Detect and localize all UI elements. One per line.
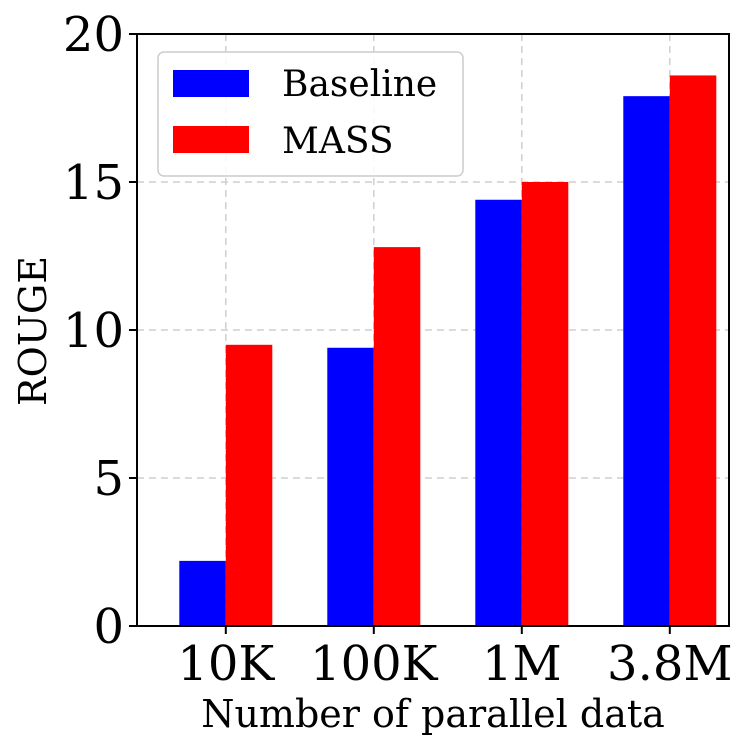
bar-mass-100k bbox=[373, 247, 421, 626]
bar-layer bbox=[179, 75, 717, 626]
legend-swatch-baseline bbox=[173, 70, 249, 97]
x-tick-label: 3.8M bbox=[607, 636, 732, 692]
bar-baseline-100k bbox=[327, 347, 374, 626]
y-tick-label: 20 bbox=[63, 7, 124, 63]
bar-mass-1m bbox=[521, 182, 569, 626]
x-tick-label: 10K bbox=[177, 636, 275, 692]
legend-swatch-mass bbox=[173, 126, 249, 153]
y-tick-label: 0 bbox=[93, 599, 124, 655]
x-tick-label: 100K bbox=[310, 636, 439, 692]
legend: Baseline MASS bbox=[157, 51, 464, 177]
bar-baseline-10k bbox=[179, 560, 226, 626]
legend-label-baseline: Baseline bbox=[282, 64, 437, 105]
y-axis-ticks: 0 5 10 15 20 bbox=[63, 7, 137, 655]
x-axis-ticks: 10K 100K 1M 3.8M bbox=[177, 626, 733, 692]
bar-mass-10k bbox=[225, 344, 273, 626]
bar-baseline-1m bbox=[475, 199, 522, 626]
y-tick-label: 5 bbox=[93, 451, 124, 507]
y-axis-label: ROUGE bbox=[11, 256, 55, 406]
x-axis-label: Number of parallel data bbox=[201, 692, 665, 736]
legend-label-mass: MASS bbox=[282, 121, 394, 162]
y-tick-label: 15 bbox=[63, 155, 124, 211]
bar-mass-3_8m bbox=[669, 75, 717, 626]
bar-baseline-3_8m bbox=[623, 96, 670, 626]
x-tick-label: 1M bbox=[482, 636, 562, 692]
y-tick-label: 10 bbox=[63, 303, 124, 359]
